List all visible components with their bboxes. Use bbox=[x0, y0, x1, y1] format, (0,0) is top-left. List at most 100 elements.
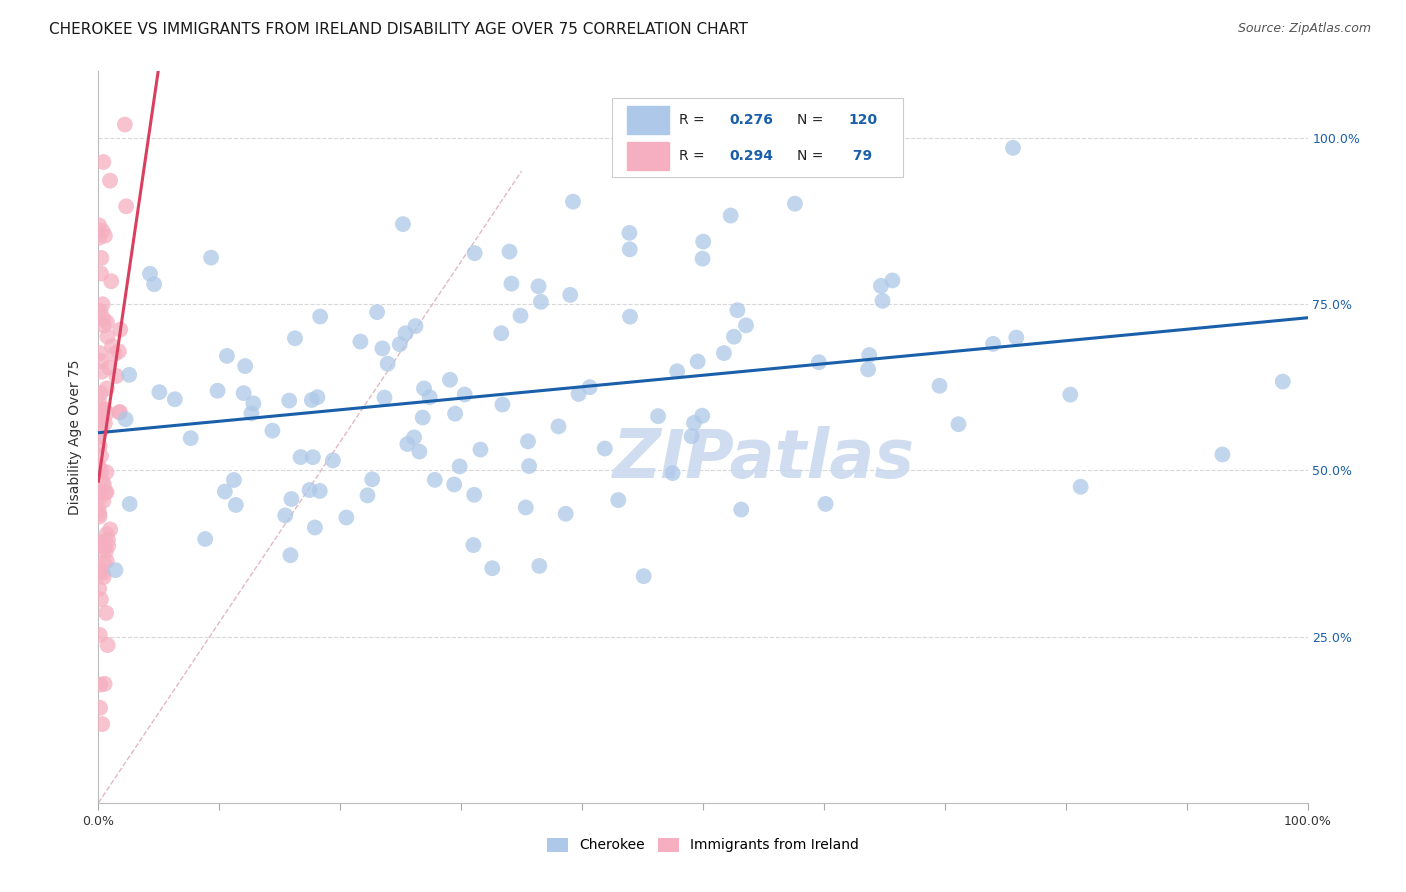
Point bbox=[87, 503, 110, 517]
Point bbox=[419, 390, 441, 404]
Point bbox=[90, 354, 112, 368]
Point bbox=[568, 387, 591, 401]
Point bbox=[262, 424, 284, 438]
Point bbox=[515, 500, 537, 515]
Point bbox=[304, 520, 326, 534]
Point bbox=[408, 444, 430, 458]
Point bbox=[91, 494, 114, 508]
Point bbox=[108, 344, 131, 359]
Point bbox=[335, 510, 357, 524]
Point bbox=[527, 279, 550, 293]
Point bbox=[366, 305, 388, 319]
Point bbox=[89, 507, 111, 521]
Point bbox=[225, 498, 247, 512]
Point bbox=[856, 362, 879, 376]
Point bbox=[396, 437, 419, 451]
Point bbox=[501, 277, 523, 291]
Point bbox=[783, 196, 806, 211]
Point bbox=[872, 293, 894, 308]
Point bbox=[114, 412, 136, 426]
Point bbox=[349, 334, 371, 349]
Point bbox=[93, 570, 115, 584]
Point bbox=[394, 326, 416, 341]
Point bbox=[91, 365, 114, 379]
Point bbox=[1059, 387, 1081, 401]
Point bbox=[593, 442, 616, 456]
Point bbox=[98, 174, 121, 188]
Point bbox=[647, 409, 669, 424]
Point bbox=[240, 406, 263, 420]
Point bbox=[692, 235, 714, 249]
Point bbox=[104, 347, 127, 361]
Point bbox=[89, 386, 111, 401]
Point bbox=[91, 475, 114, 489]
Point bbox=[89, 628, 111, 642]
Point bbox=[302, 450, 325, 465]
Point bbox=[89, 486, 111, 500]
Point bbox=[661, 466, 683, 480]
Point bbox=[948, 417, 970, 432]
Point bbox=[104, 563, 127, 577]
Point bbox=[98, 523, 121, 537]
Point bbox=[97, 533, 120, 547]
Point bbox=[89, 582, 111, 596]
Point bbox=[453, 387, 475, 401]
Point bbox=[91, 311, 114, 326]
Point bbox=[578, 380, 600, 394]
Point bbox=[97, 638, 120, 652]
Text: 0.294: 0.294 bbox=[730, 149, 773, 163]
Point bbox=[735, 318, 758, 333]
Point bbox=[1005, 330, 1028, 344]
Point bbox=[491, 326, 513, 341]
Point bbox=[1271, 375, 1294, 389]
Point bbox=[686, 354, 709, 368]
Point bbox=[90, 423, 112, 437]
Point bbox=[626, 118, 648, 132]
Point bbox=[870, 279, 893, 293]
Point bbox=[464, 246, 486, 260]
Point bbox=[233, 359, 256, 373]
Point bbox=[449, 459, 471, 474]
Point bbox=[725, 303, 748, 318]
Point bbox=[723, 329, 745, 343]
Point bbox=[373, 391, 395, 405]
Point bbox=[94, 485, 117, 500]
Text: R =: R = bbox=[679, 149, 709, 163]
Point bbox=[90, 449, 112, 463]
FancyBboxPatch shape bbox=[627, 142, 669, 169]
Point bbox=[98, 360, 121, 375]
Point bbox=[87, 231, 110, 245]
Point bbox=[807, 355, 830, 369]
Point bbox=[110, 323, 132, 337]
Point bbox=[882, 273, 904, 287]
Point bbox=[284, 331, 307, 345]
Point bbox=[87, 393, 110, 408]
Point bbox=[96, 527, 118, 541]
Point bbox=[89, 346, 111, 360]
Point bbox=[91, 224, 114, 238]
Point bbox=[232, 386, 254, 401]
Point bbox=[322, 453, 344, 467]
Point bbox=[278, 393, 301, 408]
Legend: Cherokee, Immigrants from Ireland: Cherokee, Immigrants from Ireland bbox=[541, 832, 865, 858]
Point bbox=[361, 472, 384, 486]
Point bbox=[143, 277, 166, 292]
Point bbox=[619, 310, 641, 324]
Point bbox=[619, 226, 641, 240]
Point bbox=[163, 392, 186, 407]
Point bbox=[413, 381, 436, 395]
Point bbox=[713, 346, 735, 360]
Point bbox=[90, 592, 112, 607]
Point bbox=[118, 368, 141, 382]
Point bbox=[91, 297, 114, 311]
Point bbox=[97, 539, 120, 553]
Point bbox=[307, 390, 329, 404]
Point bbox=[309, 310, 332, 324]
Point bbox=[405, 319, 427, 334]
Text: 120: 120 bbox=[848, 112, 877, 127]
Point bbox=[439, 373, 461, 387]
Text: N =: N = bbox=[797, 149, 828, 163]
Text: R =: R = bbox=[679, 112, 709, 127]
Point bbox=[814, 497, 837, 511]
Point bbox=[470, 442, 492, 457]
